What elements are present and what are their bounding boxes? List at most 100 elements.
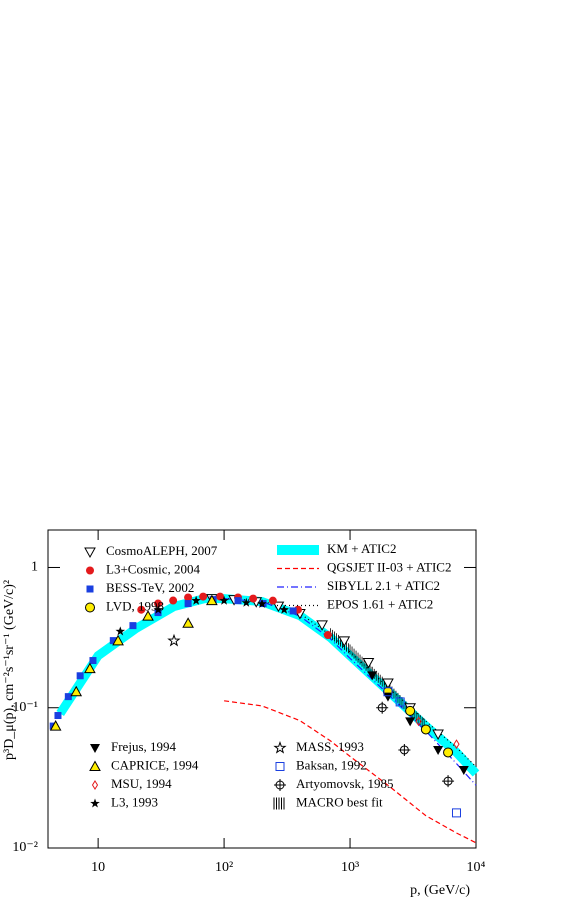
model-line (224, 598, 477, 786)
marker-shape (398, 743, 411, 756)
x-tick-label: 10³ (341, 860, 359, 875)
legend-label: SIBYLL 2.1 + ATIC2 (327, 578, 440, 593)
legend-label: Frejus, 1994 (111, 739, 177, 754)
legend-swatch (89, 760, 101, 771)
data-point (84, 662, 96, 674)
data-point (76, 672, 84, 680)
x-tick-label: 10² (215, 860, 233, 875)
legend-label: Baksan, 1992 (296, 757, 367, 772)
data-point (316, 620, 328, 631)
marker-shape (405, 705, 416, 716)
marker-shape (451, 808, 461, 818)
data-point (169, 596, 178, 605)
marker-shape (420, 724, 431, 735)
model-line (224, 700, 477, 844)
legend-label: Artyomovsk, 1985 (296, 776, 394, 791)
data-point (268, 596, 277, 605)
marker-shape (274, 779, 286, 791)
legend-label: BESS-TeV, 2002 (106, 580, 194, 595)
data-point (182, 617, 194, 628)
marker-shape (273, 740, 287, 754)
marker-shape (169, 596, 178, 605)
x-axis-label: p, (GeV/c) (410, 883, 470, 898)
data-point (49, 720, 62, 731)
marker-shape (268, 596, 277, 605)
marker-shape (167, 633, 181, 647)
y-tick-label: 1 (31, 560, 38, 575)
data-point (249, 594, 258, 603)
data-point (167, 633, 181, 647)
marker-shape (49, 720, 62, 731)
data-point (405, 705, 416, 716)
data-point (199, 592, 208, 601)
marker-shape (405, 717, 416, 727)
data-point (279, 604, 289, 614)
data-point (323, 631, 332, 640)
data-point (64, 693, 72, 701)
data-point (216, 592, 225, 601)
data-point (129, 622, 137, 630)
legend-label: L3, 1993 (111, 794, 158, 809)
legend-label: CAPRICE, 1994 (111, 757, 199, 772)
data-point (405, 717, 416, 727)
marker-shape (272, 601, 285, 613)
marker-shape (443, 747, 454, 758)
marker-shape (323, 631, 332, 640)
data-point (453, 739, 460, 750)
data-point (184, 593, 193, 602)
data-point (398, 743, 411, 756)
marker-shape (458, 765, 469, 775)
marker-shape (367, 671, 378, 681)
legend-label: CosmoALEPH, 2007 (106, 543, 218, 558)
marker-shape (184, 593, 193, 602)
legend-swatch (86, 566, 94, 575)
marker-shape (153, 604, 163, 614)
data-point (451, 808, 461, 818)
marker-shape (90, 798, 100, 808)
data-point (382, 678, 394, 690)
data-point (442, 775, 455, 788)
legend-label: KM + ATIC2 (327, 541, 396, 556)
marker-shape (184, 600, 192, 608)
marker-shape (241, 597, 251, 607)
x-tick-label: 10 (91, 860, 105, 875)
marker-shape (395, 697, 405, 707)
data-point (191, 595, 201, 605)
legend-label: MACRO best fit (296, 794, 383, 809)
marker-shape (316, 620, 328, 631)
marker-shape (85, 602, 95, 613)
marker-shape (142, 610, 154, 621)
legend-label: QGSJET II-03 + ATIC2 (327, 559, 451, 574)
data-point (70, 685, 83, 697)
marker-shape (257, 598, 267, 608)
data-point (338, 636, 351, 647)
marker-shape (376, 701, 389, 714)
data-point (272, 601, 285, 613)
marker-shape (442, 775, 455, 788)
marker-shape (90, 744, 100, 753)
marker-shape (219, 595, 229, 605)
marker-shape (129, 622, 137, 630)
data-point (234, 597, 242, 605)
marker-shape (432, 729, 444, 741)
marker-shape (382, 678, 394, 690)
marker-shape (54, 712, 62, 720)
marker-shape (279, 604, 289, 614)
marker-shape (362, 658, 375, 669)
data-point (382, 692, 393, 702)
marker-shape (182, 617, 194, 628)
data-point (395, 697, 405, 707)
marker-shape (84, 547, 96, 559)
marker-shape (234, 597, 242, 605)
legend-label: MASS, 1993 (296, 739, 364, 754)
legend-swatch (277, 545, 319, 555)
marker-shape (453, 739, 460, 750)
legend-swatch (274, 779, 286, 791)
data-point (153, 604, 163, 614)
marker-shape (415, 716, 422, 727)
data-point (415, 716, 422, 727)
data-point (383, 687, 393, 697)
data-point (54, 712, 62, 720)
marker-shape (115, 626, 126, 636)
